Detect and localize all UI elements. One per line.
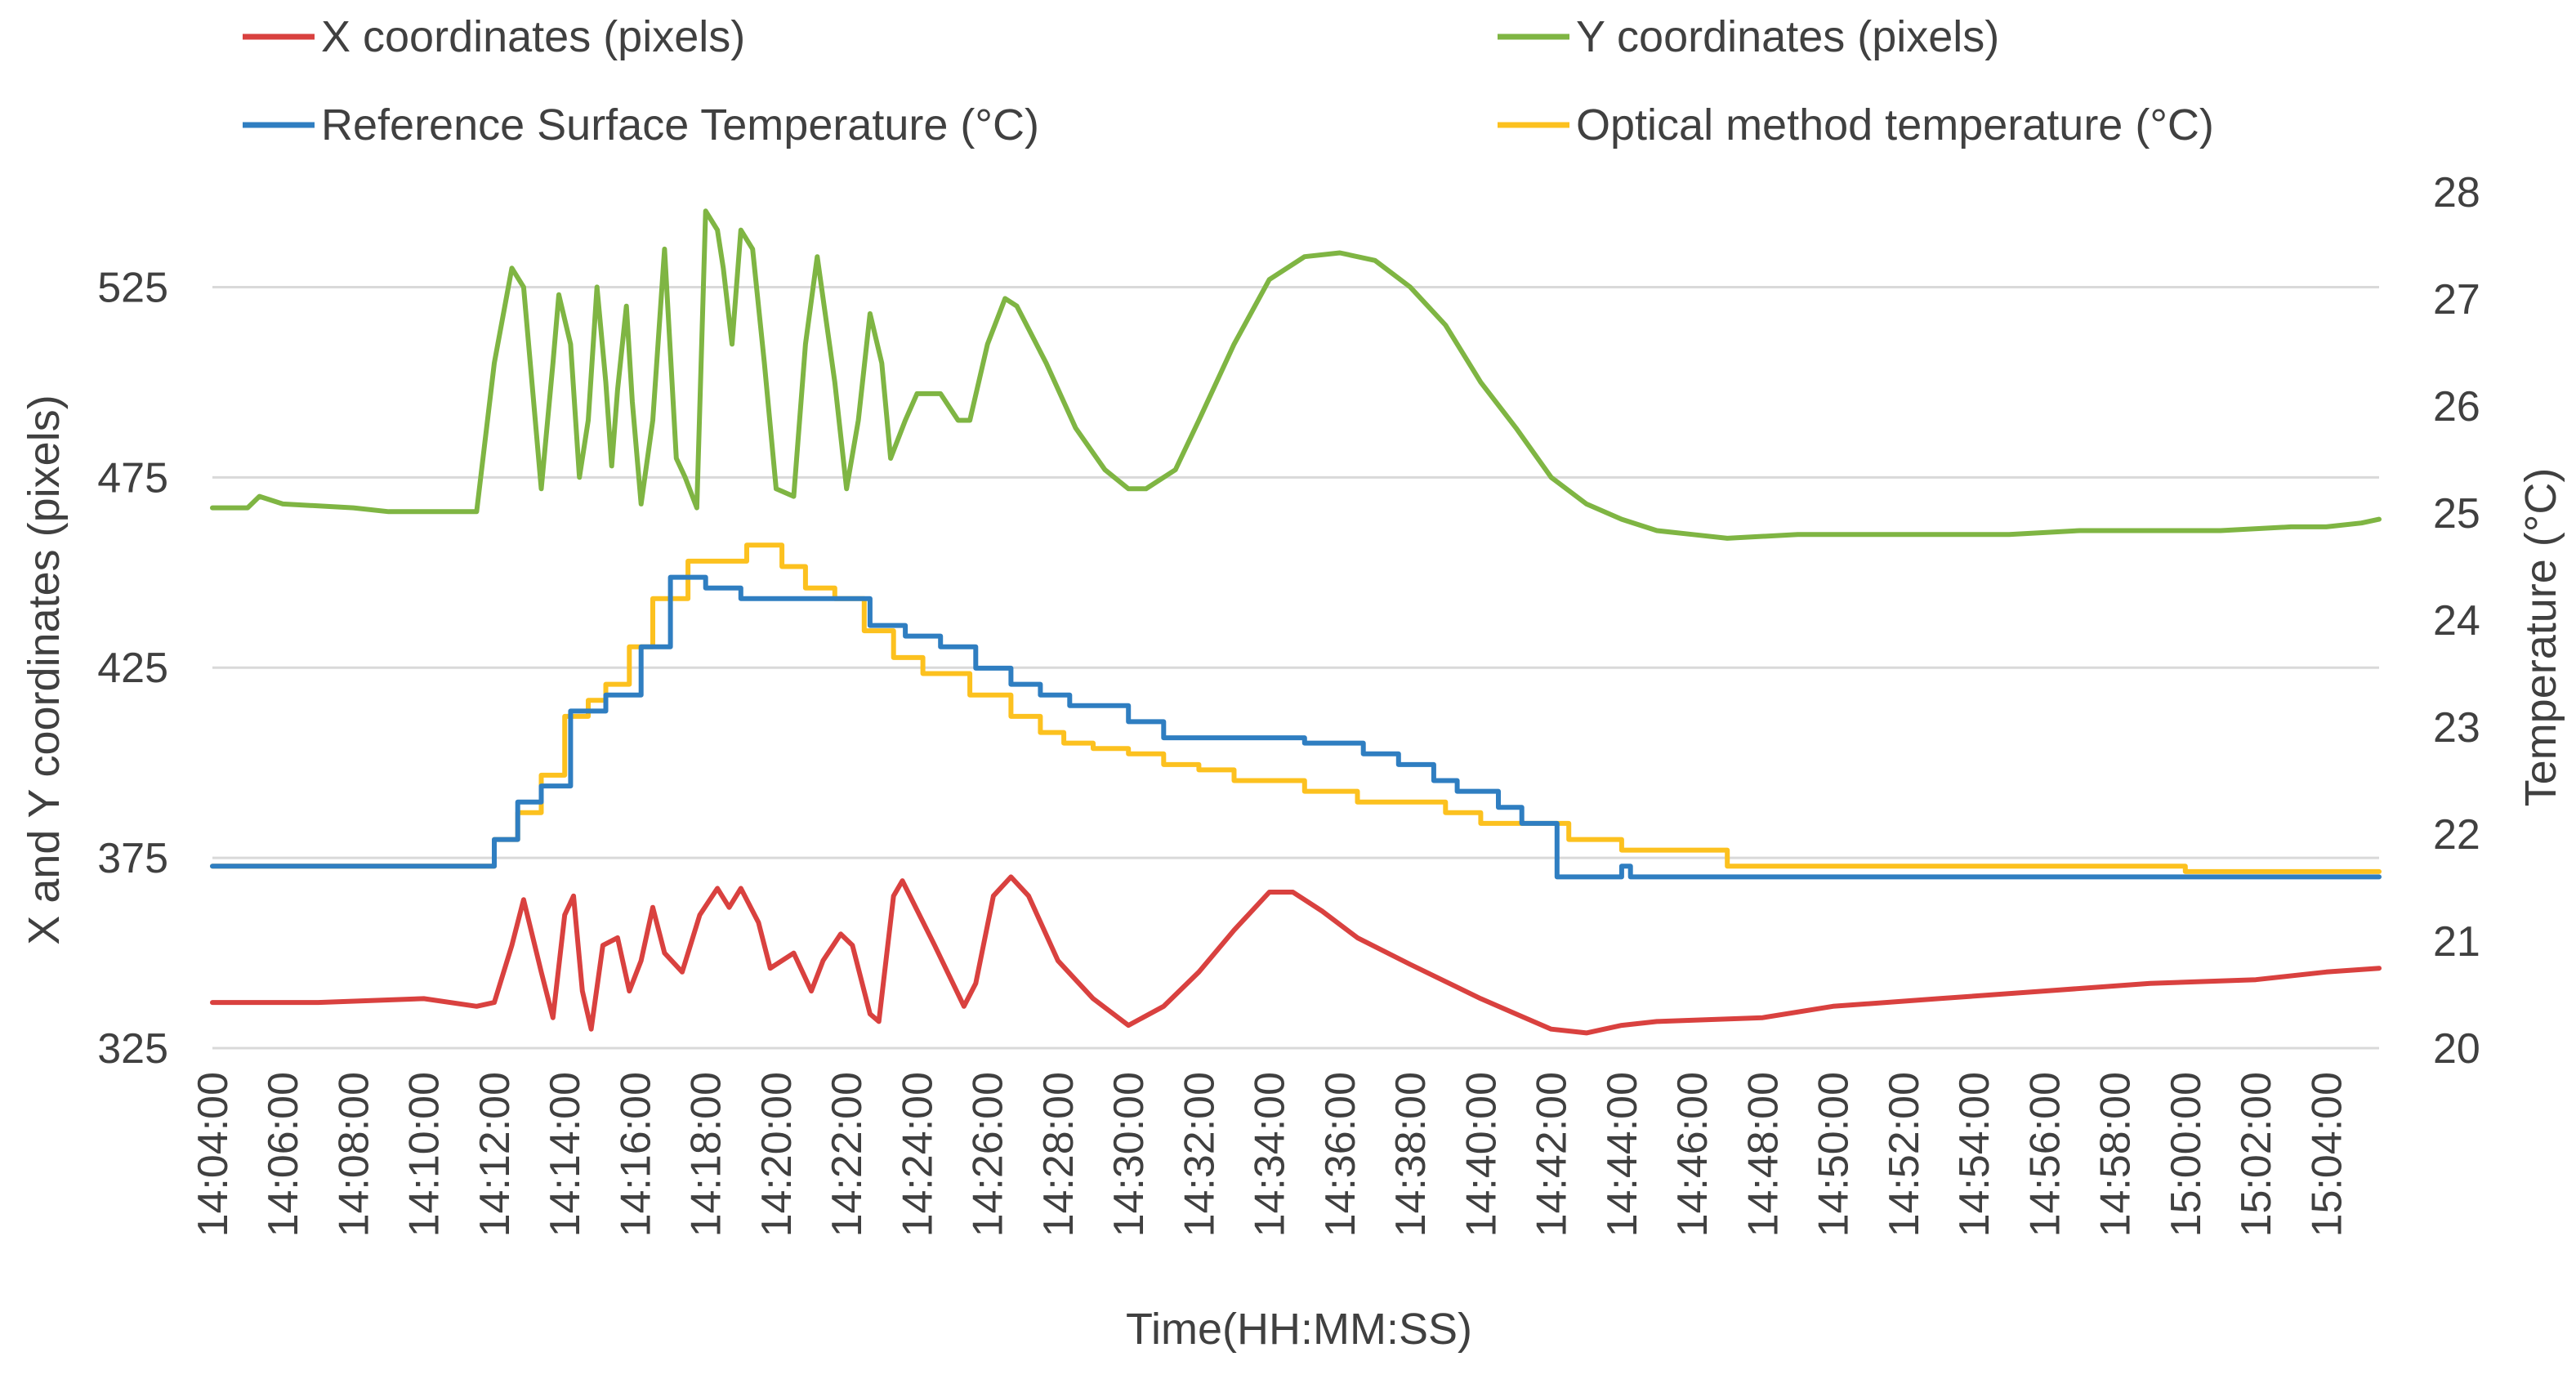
legend: X coordinates (pixels) Y coordinates (pi… (243, 12, 2214, 150)
y-axis-title: X and Y coordinates (pixels) (20, 395, 69, 944)
x-tick-label: 14:42:00 (1529, 1072, 1576, 1237)
y2-tick-label: 24 (2433, 597, 2480, 645)
y-axis-right: 20 21 22 23 24 25 26 27 28 (2433, 169, 2480, 1073)
x-tick-label: 14:14:00 (542, 1072, 589, 1237)
x-tick-label: 14:24:00 (894, 1072, 941, 1237)
x-tick-label: 14:48:00 (1739, 1072, 1787, 1237)
x-tick-label: 14:28:00 (1035, 1072, 1083, 1237)
y-tick-label: 375 (97, 835, 168, 882)
x-axis: 14:04:00 14:06:00 14:08:00 14:10:00 14:12:00… (190, 1072, 2351, 1237)
x-tick-label: 14:04:00 (190, 1072, 237, 1237)
y-tick-label: 425 (97, 645, 168, 692)
series-1 (210, 208, 2382, 541)
series-layer (210, 208, 2382, 1036)
y2-tick-label: 20 (2433, 1025, 2480, 1073)
x-tick-label: 14:46:00 (1669, 1072, 1717, 1237)
legend-item-reference-temperature: Reference Surface Temperature (°C) (243, 100, 1039, 150)
series-2 (210, 574, 2382, 880)
y-tick-label: 475 (97, 454, 168, 502)
y2-tick-label: 23 (2433, 704, 2480, 752)
x-tick-label: 14:26:00 (965, 1072, 1012, 1237)
x-tick-label: 14:56:00 (2021, 1072, 2069, 1237)
legend-item-optical-temperature: Optical method temperature (°C) (1498, 100, 2214, 150)
x-tick-label: 14:40:00 (1458, 1072, 1505, 1237)
x-tick-label: 15:04:00 (2303, 1072, 2351, 1237)
x-tick-label: 14:20:00 (753, 1072, 801, 1237)
y2-axis-title: Temperature (°C) (2516, 468, 2565, 807)
x-tick-label: 14:44:00 (1599, 1072, 1646, 1237)
x-tick-label: 15:02:00 (2233, 1072, 2280, 1237)
x-tick-label: 14:58:00 (2092, 1072, 2140, 1237)
x-tick-label: 14:12:00 (471, 1072, 519, 1237)
x-tick-label: 14:52:00 (1881, 1072, 1928, 1237)
x-tick-label: 14:30:00 (1105, 1072, 1153, 1237)
y2-tick-label: 26 (2433, 383, 2480, 431)
x-tick-label: 14:34:00 (1247, 1072, 1294, 1237)
y2-tick-label: 27 (2433, 276, 2480, 324)
x-tick-label: 14:36:00 (1317, 1072, 1364, 1237)
series-3 (210, 542, 2382, 874)
legend-label-reference-temperature: Reference Surface Temperature (°C) (321, 100, 1039, 150)
x-tick-label: 14:16:00 (612, 1072, 659, 1237)
legend-label-optical-temperature: Optical method temperature (°C) (1576, 100, 2214, 150)
x-tick-label: 14:08:00 (330, 1072, 377, 1237)
series-0 (210, 874, 2382, 1036)
gridlines (212, 285, 2379, 1050)
x-axis-title: Time(HH:MM:SS) (1126, 1305, 1472, 1354)
y-axis-left: 325 375 425 475 525 (97, 264, 168, 1073)
legend-label-x-coordinates: X coordinates (pixels) (321, 12, 745, 61)
y2-tick-label: 21 (2433, 918, 2480, 966)
series-line (210, 208, 2382, 541)
y2-tick-label: 22 (2433, 811, 2480, 859)
x-tick-label: 15:00:00 (2163, 1072, 2210, 1237)
legend-item-x-coordinates: X coordinates (pixels) (243, 12, 745, 61)
series-line (210, 542, 2382, 874)
x-tick-label: 14:38:00 (1387, 1072, 1435, 1237)
series-line (210, 874, 2382, 1036)
x-tick-label: 14:18:00 (683, 1072, 730, 1237)
y2-tick-label: 25 (2433, 490, 2480, 538)
y2-tick-label: 28 (2433, 169, 2480, 216)
x-tick-label: 14:22:00 (824, 1072, 871, 1237)
y-tick-label: 325 (97, 1025, 168, 1073)
series-line (210, 574, 2382, 880)
y-tick-label: 525 (97, 264, 168, 311)
x-tick-label: 14:50:00 (1810, 1072, 1858, 1237)
x-tick-label: 14:54:00 (1951, 1072, 1998, 1237)
x-tick-label: 14:10:00 (401, 1072, 449, 1237)
x-tick-label: 14:32:00 (1176, 1072, 1223, 1237)
x-tick-label: 14:06:00 (260, 1072, 307, 1237)
legend-label-y-coordinates: Y coordinates (pixels) (1576, 12, 1999, 61)
legend-item-y-coordinates: Y coordinates (pixels) (1498, 12, 1999, 61)
